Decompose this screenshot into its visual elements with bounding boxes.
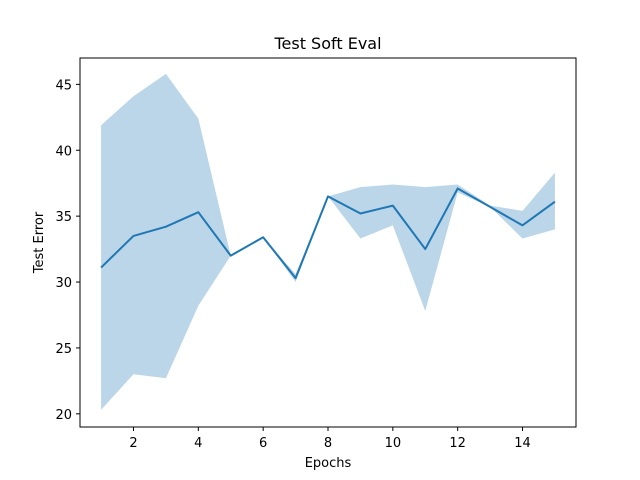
- series-line-layer: [100, 187, 556, 280]
- y-tick-label: 35: [55, 210, 72, 225]
- y-tick-label: 40: [55, 144, 72, 159]
- y-tick-label: 30: [55, 276, 72, 291]
- confidence-band: [101, 73, 555, 410]
- x-axis-label: Epochs: [305, 456, 352, 471]
- x-tick-label: 2: [129, 436, 137, 451]
- confidence-band-layer: [101, 73, 555, 410]
- x-tick-label: 8: [324, 436, 332, 451]
- x-tick-label: 10: [385, 436, 402, 451]
- x-axis-ticks: 2 4 6 8 10 12 14: [129, 427, 531, 451]
- x-tick-label: 6: [259, 436, 267, 451]
- x-tick-label: 4: [194, 436, 202, 451]
- x-tick-label: 12: [449, 436, 466, 451]
- y-tick-label: 20: [55, 408, 72, 423]
- y-axis-label: Test Error: [32, 211, 47, 274]
- y-tick-label: 45: [55, 78, 72, 93]
- x-tick-label: 14: [514, 436, 531, 451]
- y-axis-ticks: 20 25 30 35 40 45: [55, 78, 80, 423]
- chart-title: Test Soft Eval: [273, 34, 381, 53]
- y-tick-label: 25: [55, 342, 72, 357]
